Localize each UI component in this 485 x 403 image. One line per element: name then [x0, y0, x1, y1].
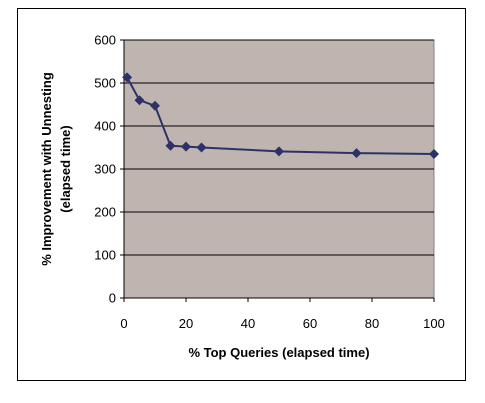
data-point-50 — [274, 146, 284, 157]
y-tick-label-200: 200 — [94, 205, 116, 220]
data-point-100 — [429, 148, 439, 159]
x-axis-label: % Top Queries (elapsed time) — [188, 345, 369, 360]
y-tick-label-100: 100 — [94, 248, 116, 263]
y-tick-label-600: 600 — [94, 33, 116, 48]
gridlines — [124, 39, 434, 256]
y-tick-label-0: 0 — [109, 291, 116, 306]
data-point-25 — [196, 142, 207, 153]
tick-labels: 0 100 200 300 400 500 600 0 20 40 60 80 100 — [94, 33, 445, 332]
x-tick-label-60: 60 — [303, 316, 317, 331]
x-tick-label-100: 100 — [423, 316, 445, 331]
data-point-1 — [122, 72, 133, 83]
data-point-5 — [134, 95, 145, 106]
y-axis-label-line2: (elapsed time) — [58, 125, 73, 212]
data-point-15 — [165, 140, 176, 151]
y-tick-label-500: 500 — [94, 76, 116, 91]
axes — [120, 39, 435, 302]
x-tick-label-20: 20 — [179, 316, 193, 331]
data-series — [122, 72, 439, 159]
data-point-20 — [181, 141, 191, 152]
x-tick-label-40: 40 — [241, 316, 255, 331]
data-point-75 — [351, 148, 362, 159]
y-axis-label-line1: % Improvement with Unnesting — [39, 72, 54, 266]
x-tick-label-0: 0 — [120, 316, 127, 331]
y-tick-label-400: 400 — [94, 119, 116, 134]
y-tick-label-300: 300 — [94, 162, 116, 177]
x-tick-label-80: 80 — [365, 316, 379, 331]
data-point-10 — [150, 100, 160, 111]
